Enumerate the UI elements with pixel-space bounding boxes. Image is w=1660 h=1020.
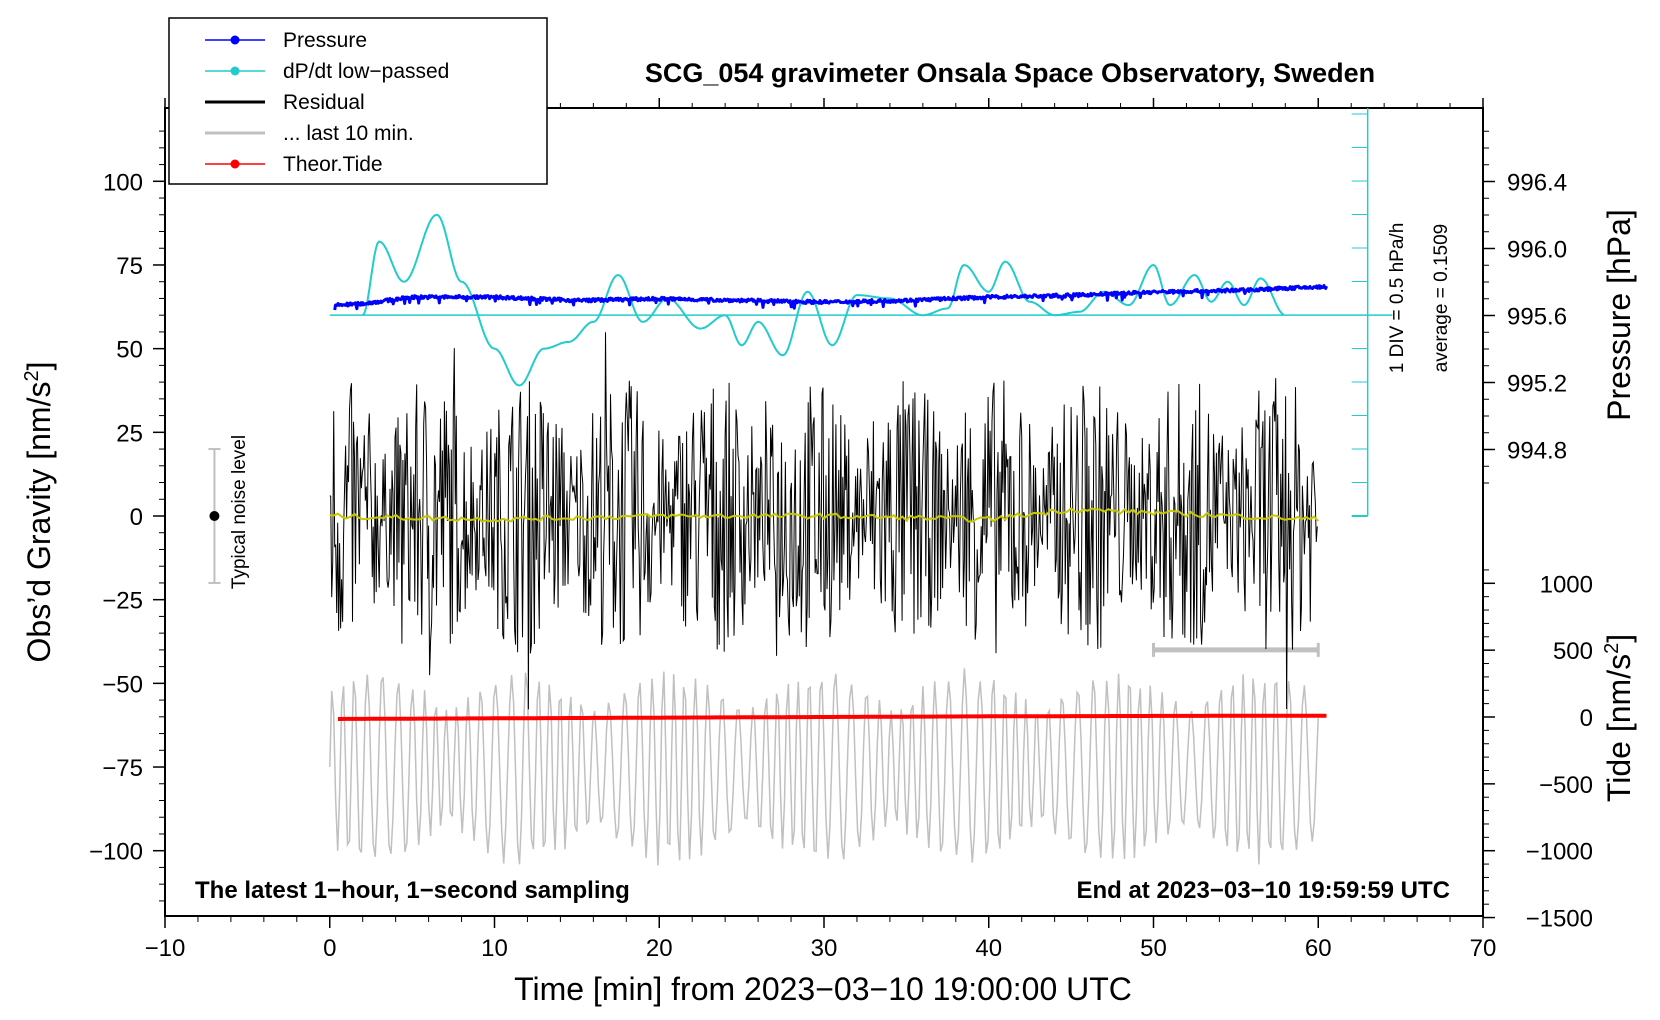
annotations bbox=[208, 448, 221, 584]
tide-tick-label: −1500 bbox=[1526, 906, 1593, 933]
y-axis-label-tide-text: Tide [nm/s bbox=[1601, 654, 1637, 802]
tide-tick-label: 1000 bbox=[1540, 571, 1593, 598]
x-tick-label: 60 bbox=[1305, 935, 1332, 962]
pressure-tick-label: 994.8 bbox=[1507, 438, 1567, 465]
tide-tick-label: 500 bbox=[1553, 638, 1593, 665]
legend-label: ... last 10 min. bbox=[283, 122, 414, 145]
y-tick-label: 75 bbox=[116, 253, 143, 280]
pressure-tick-label: 996.4 bbox=[1507, 170, 1567, 197]
chart-title: SCG_054 gravimeter Onsala Space Observat… bbox=[645, 58, 1375, 88]
y-axis-label-gravity-sup: 2 bbox=[21, 370, 43, 381]
x-tick-label: 30 bbox=[811, 935, 838, 962]
legend-items: Pressure dP/dt low−passed Residual ... last… bbox=[205, 29, 449, 176]
tide-tick-label: −500 bbox=[1539, 772, 1593, 799]
dpdt-layer bbox=[329, 108, 1393, 517]
legend-label: dP/dt low−passed bbox=[283, 60, 449, 83]
dpdt-average-label: average = 0.1509 bbox=[1431, 224, 1452, 372]
x-tick-label: 0 bbox=[323, 935, 336, 962]
y-axis-label-tide-sup: 2 bbox=[1601, 643, 1623, 654]
x-tick-label: 20 bbox=[646, 935, 673, 962]
residual-smooth-series-line bbox=[329, 507, 1320, 523]
dpdt-scale-label: 1 DIV = 0.5 hPa/h bbox=[1387, 223, 1408, 374]
y-axis-label-gravity-close: ] bbox=[21, 362, 57, 371]
tide-tick-label: −1000 bbox=[1526, 839, 1593, 866]
y-axis-label-tide-close: ] bbox=[1601, 634, 1637, 643]
y-tick-label: −25 bbox=[102, 588, 143, 615]
y-tick-label: 0 bbox=[130, 504, 143, 531]
residual-smooth-layer bbox=[329, 507, 1320, 523]
legend: Pressure dP/dt low−passed Residual ... last… bbox=[168, 17, 548, 185]
legend-marker bbox=[230, 159, 240, 169]
pressure-layer bbox=[333, 284, 1328, 311]
pressure-tick-label: 995.2 bbox=[1507, 371, 1567, 398]
y-tick-label: 50 bbox=[116, 337, 143, 364]
noise-level-label: Typical noise level bbox=[229, 435, 250, 589]
dpdt-series-line bbox=[361, 213, 1285, 387]
y-tick-label: −100 bbox=[89, 839, 143, 866]
legend-marker bbox=[230, 66, 240, 76]
x-tick-label: 70 bbox=[1470, 935, 1497, 962]
last10-layer bbox=[329, 642, 1320, 866]
x-tick-label: 40 bbox=[975, 935, 1002, 962]
ticks: −10 0 10 20 30 40 50 60 701007550250−25−50−75−10… bbox=[89, 98, 1593, 962]
legend-label: Residual bbox=[283, 91, 365, 114]
x-axis-label: Time [min] from 2023−03−10 19:00:00 UTC bbox=[514, 971, 1132, 1007]
x-tick-label: 50 bbox=[1140, 935, 1167, 962]
tide-series-line bbox=[337, 713, 1327, 721]
y-axis-label-tide: Tide [nm/s2] bbox=[1601, 634, 1637, 802]
pressure-tick-label: 995.6 bbox=[1507, 304, 1567, 331]
y-axis-label-gravity-text: Obs’d Gravity [nm/s bbox=[21, 382, 57, 663]
pressure-series-line bbox=[333, 284, 1328, 311]
y-axis-label-pressure: Pressure [hPa] bbox=[1601, 209, 1637, 421]
y-axis-label-gravity: Obs’d Gravity [nm/s2] bbox=[21, 362, 57, 663]
tide-layer bbox=[337, 713, 1327, 721]
legend-label: Pressure bbox=[283, 29, 367, 52]
noise-level-dot bbox=[209, 511, 220, 521]
y-tick-label: 25 bbox=[116, 420, 143, 447]
residual-layer bbox=[329, 332, 1318, 710]
y-tick-label: −50 bbox=[102, 671, 143, 698]
annotation-end-time: End at 2023−03−10 19:59:59 UTC bbox=[1076, 877, 1450, 904]
tide-tick-label: 0 bbox=[1580, 705, 1593, 732]
last10-series-line bbox=[329, 668, 1319, 866]
x-tick-label: −10 bbox=[145, 935, 186, 962]
legend-marker bbox=[230, 35, 240, 45]
legend-label: Theor.Tide bbox=[283, 153, 383, 176]
pressure-tick-label: 996.0 bbox=[1507, 237, 1567, 264]
y-tick-label: 100 bbox=[103, 169, 143, 196]
residual-series-line bbox=[329, 332, 1318, 710]
annotation-sampling: The latest 1−hour, 1−second sampling bbox=[195, 877, 630, 904]
x-tick-label: 10 bbox=[481, 935, 508, 962]
y-tick-label: −75 bbox=[102, 755, 143, 782]
